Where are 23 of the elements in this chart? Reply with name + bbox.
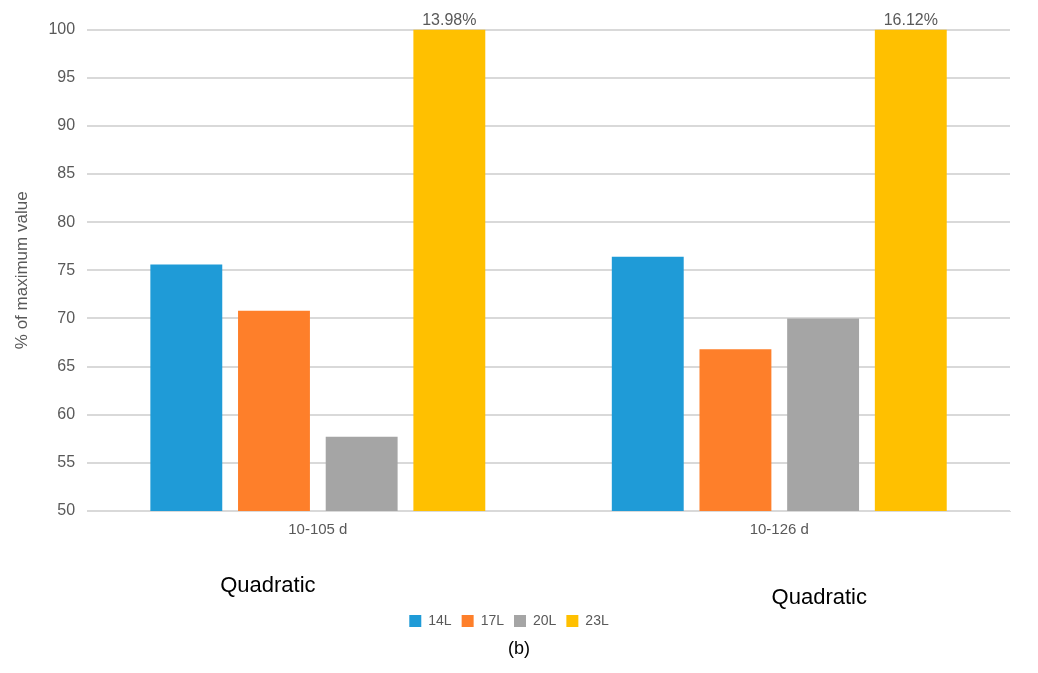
legend-label: 17L: [480, 611, 505, 628]
y-tick-label: 80: [57, 212, 76, 230]
legend-label: 20L: [533, 611, 557, 628]
x-tick-label: 10-126 d: [749, 520, 809, 538]
text: Quadratic: [220, 572, 316, 598]
y-tick-label: 70: [57, 308, 76, 326]
text: Quadratic: [771, 584, 867, 610]
legend-label: 23L: [585, 611, 609, 628]
text: (b): [507, 638, 531, 659]
text: 13.98%: [422, 11, 477, 29]
y-tick-label: 50: [57, 501, 76, 519]
y-tick-label: 55: [57, 453, 76, 471]
text: 16.12%: [883, 11, 938, 29]
y-tick-label: 100: [48, 20, 76, 38]
y-axis-title: % of maximum value: [11, 191, 31, 350]
legend-label: 14L: [428, 611, 452, 628]
y-tick-label: 65: [57, 356, 76, 374]
x-tick-label: 10-105 d: [288, 520, 348, 538]
y-tick-label: 95: [57, 68, 76, 86]
y-tick-label: 60: [57, 405, 76, 423]
y-tick-label: 90: [57, 116, 76, 134]
y-tick-label: 75: [57, 260, 76, 278]
y-tick-label: 85: [57, 164, 76, 182]
